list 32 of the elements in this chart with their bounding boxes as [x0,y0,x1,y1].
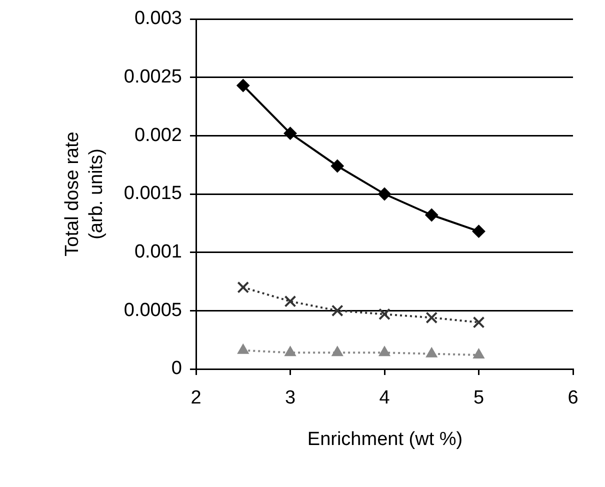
x-axis-title: Enrichment (wt %) [306,428,464,452]
point [237,281,250,294]
point [284,295,296,308]
x-tick-label: 2 [190,388,202,409]
y-tick-label: 0 [171,358,182,380]
x-tick-label: 5 [473,388,484,409]
point [330,160,344,172]
point [236,79,250,92]
y-tick-label: 0.002 [134,124,182,146]
y-tick-label: 0.0005 [124,300,182,321]
y-tick-label: 0.0025 [124,66,182,88]
point [378,308,390,320]
y-tick-label: 0.003 [134,8,182,30]
y-axis-title: Total dose rate (arb. units) [61,130,108,258]
point [284,126,297,140]
point [472,316,485,328]
point [284,346,296,356]
x-tick-label: 4 [379,388,390,409]
point [237,344,249,354]
point [378,346,390,356]
point [473,348,484,358]
y-tick-label: 0.001 [134,242,182,263]
point [331,304,344,317]
point [426,347,438,358]
x-tick-label: 6 [568,388,578,409]
point [425,208,438,222]
y-tick-label: 0.0015 [124,183,182,204]
x-tick-label: 3 [284,388,296,409]
point [426,312,438,324]
point [378,188,391,200]
point [332,346,344,356]
point [472,224,486,238]
